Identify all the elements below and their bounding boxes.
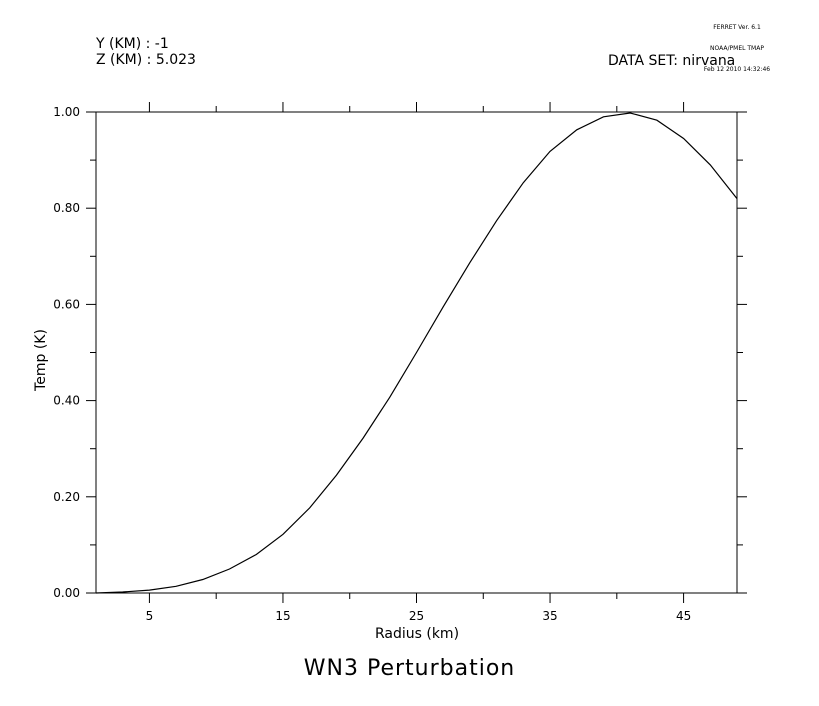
chart-ticks: [86, 102, 747, 603]
y-coordinate-label: Y (KM) : -1: [96, 36, 169, 52]
y-tick-label: 0.80: [53, 201, 80, 215]
x-tick-label: 15: [275, 609, 290, 623]
y-tick-label: 0.40: [53, 394, 80, 408]
y-tick-label: 1.00: [53, 105, 80, 119]
series-line: [95, 112, 738, 594]
x-tick-label: 5: [146, 609, 154, 623]
ferret-org: NOAA/PMEL TMAP: [710, 45, 764, 52]
x-tick-label: 45: [676, 609, 691, 623]
dataset-label: DATA SET: nirvana: [608, 53, 736, 69]
x-axis-label: Radius (km): [375, 626, 459, 642]
y-tick-label: 0.00: [53, 586, 80, 600]
chart-tick-labels: 5 15 25 35 45 0.00 0.20 0.40 0.60 0.80 1.00: [53, 105, 691, 623]
ferret-version-stamp: FERRET Ver. 6.1 NOAA/PMEL TMAP Feb 12 20…: [692, 10, 782, 80]
x-tick-label: 25: [409, 609, 424, 623]
ferret-version: FERRET Ver. 6.1: [713, 24, 761, 31]
z-coordinate-label: Z (KM) : 5.023: [96, 52, 196, 68]
x-tick-label: 35: [542, 609, 557, 623]
y-axis-label: Temp (K): [33, 329, 49, 392]
chart-title: WN3 Perturbation: [303, 656, 516, 681]
y-tick-label: 0.20: [53, 490, 80, 504]
ferret-date: Feb 12 2010 14:32:46: [703, 66, 771, 73]
y-tick-label: 0.60: [53, 297, 80, 311]
